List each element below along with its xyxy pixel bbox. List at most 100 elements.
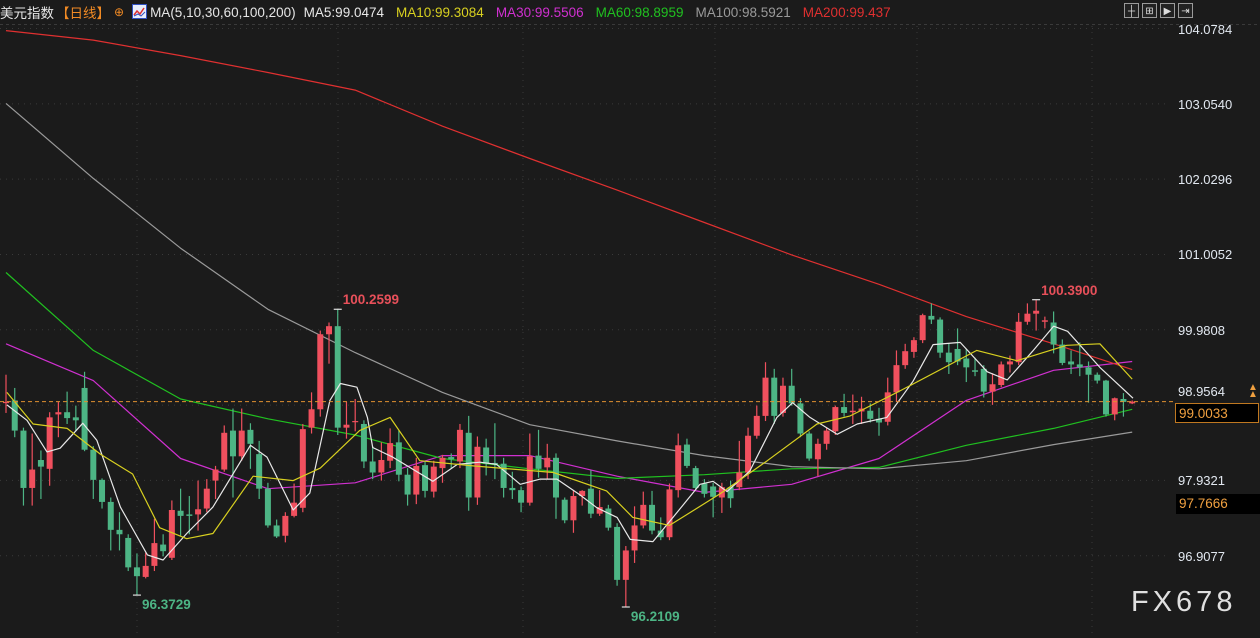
- candle-body: [814, 443, 821, 460]
- low-price-annotation: 96.3729: [141, 597, 191, 613]
- candle-body: [1111, 398, 1118, 415]
- candle-body: [20, 430, 27, 488]
- ma-value-ma200: MA200:99.437: [802, 4, 891, 20]
- candle-body: [657, 530, 664, 538]
- candle-body: [867, 410, 874, 419]
- candle-body: [683, 444, 690, 466]
- play-icon[interactable]: ▶: [1160, 3, 1175, 18]
- candle-body: [334, 326, 341, 428]
- last-price-label: 99.0033: [1175, 402, 1259, 423]
- scroll-up-icon[interactable]: ▲ ▲: [1248, 382, 1258, 400]
- axis-tick-label: 104.0784: [1178, 21, 1233, 37]
- candle-body: [570, 496, 577, 521]
- candle-body: [3, 401, 9, 404]
- candle-body: [841, 407, 848, 413]
- candle-body: [500, 463, 507, 488]
- candle-body: [526, 456, 533, 503]
- candle-body: [90, 449, 97, 480]
- crosshair-tool-icon[interactable]: ┼: [1124, 3, 1139, 18]
- candle-body: [186, 514, 193, 516]
- axis-tick-label: 103.0540: [1178, 96, 1233, 112]
- candle-body: [395, 442, 402, 475]
- candle-body: [902, 351, 909, 366]
- candle-body: [614, 526, 621, 580]
- marked-price-label: 97.7666: [1176, 494, 1260, 514]
- candle-body: [116, 529, 123, 535]
- candle-body: [762, 377, 769, 416]
- low-price-annotation: 96.2109: [630, 608, 680, 624]
- candle-body: [1129, 401, 1136, 404]
- candle-body: [666, 489, 673, 538]
- candle-body: [1059, 344, 1066, 363]
- indicator-icon[interactable]: [132, 3, 148, 19]
- candle-body: [229, 430, 236, 457]
- candle-body: [29, 469, 36, 488]
- axis-tick-label: 97.9321: [1178, 473, 1225, 489]
- candle-body: [133, 567, 140, 577]
- candle-body: [587, 488, 594, 514]
- candle-body: [910, 340, 917, 352]
- candle-body: [430, 466, 437, 492]
- candle-body: [561, 499, 568, 521]
- candle-body: [605, 508, 612, 528]
- candle-body: [1094, 374, 1101, 381]
- ma-line-ma10: [6, 343, 1133, 540]
- candle-body: [125, 537, 132, 568]
- candle-body: [745, 435, 752, 473]
- candle-body: [919, 315, 926, 341]
- candle-body: [256, 454, 263, 489]
- candle-body: [727, 487, 734, 499]
- candle-body: [945, 352, 952, 363]
- candle-body: [81, 387, 88, 450]
- exit-icon[interactable]: ⇥: [1178, 3, 1193, 18]
- candle-body: [980, 368, 987, 392]
- candle-body: [823, 430, 830, 444]
- period-selector[interactable]: 【日线】: [56, 6, 110, 21]
- candle-body: [989, 384, 996, 392]
- candle-body: [806, 433, 813, 459]
- candle-body: [1068, 361, 1075, 365]
- candle-body: [788, 385, 795, 404]
- candle-body: [1006, 361, 1013, 365]
- ma-values: MA5:99.0474 MA10:99.3084 MA30:99.5506 MA60:…: [304, 5, 903, 20]
- ma-value-ma5: MA5:99.0474: [303, 4, 384, 20]
- axis-tick-label: 96.9077: [1178, 548, 1225, 564]
- candle-body: [203, 488, 210, 509]
- candle-body: [64, 412, 71, 419]
- zoom-range-icon[interactable]: ⊞: [1142, 3, 1157, 18]
- candle-body: [448, 457, 455, 460]
- candle-body: [1120, 398, 1127, 402]
- candle-body: [151, 543, 158, 566]
- candle-body: [884, 392, 891, 422]
- ma-value-ma30: MA30:99.5506: [495, 4, 584, 20]
- add-indicator-icon[interactable]: ⊕: [114, 5, 125, 19]
- candle-body: [238, 430, 245, 457]
- candle-body: [352, 421, 359, 423]
- candle-body: [1015, 321, 1022, 363]
- candle-body: [247, 429, 254, 444]
- candle-body: [317, 334, 324, 410]
- ma-line-ma200: [5, 30, 1133, 371]
- candle-body: [596, 507, 603, 514]
- candle-body: [779, 385, 786, 413]
- ma-line-ma60: [5, 272, 1133, 479]
- candle-body: [160, 544, 167, 552]
- candle-body: [107, 501, 114, 530]
- candle-body: [753, 415, 760, 436]
- axis-tick-label: 99.9808: [1178, 322, 1225, 338]
- candle-body: [343, 424, 350, 428]
- candle-body: [998, 364, 1005, 386]
- high-price-annotation: 100.3900: [1041, 282, 1098, 298]
- candle-body: [308, 409, 315, 428]
- candle-body: [221, 432, 228, 470]
- ma-line-ma30: [5, 343, 1133, 493]
- candle-body: [972, 370, 979, 372]
- candle-body: [11, 400, 18, 431]
- candle-body: [1033, 310, 1040, 314]
- ma-definition[interactable]: MA(5,10,30,60,100,200): [150, 4, 296, 20]
- candle-body: [1041, 320, 1048, 322]
- candle-body: [1024, 313, 1031, 322]
- candle-body: [509, 487, 516, 491]
- candle-body: [369, 461, 376, 473]
